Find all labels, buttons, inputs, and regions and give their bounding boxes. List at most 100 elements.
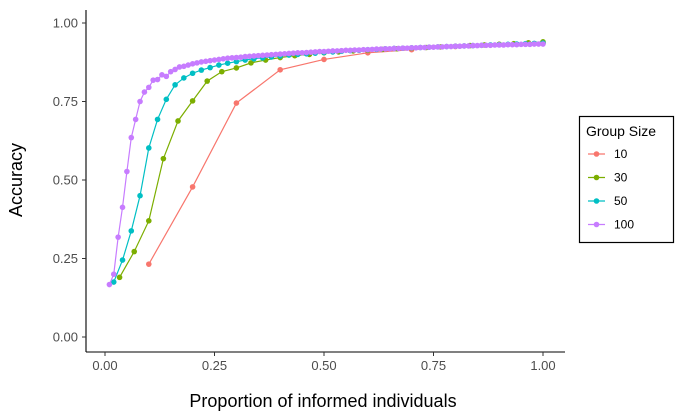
data-point-100 <box>124 168 130 175</box>
data-point-100 <box>338 47 345 54</box>
data-point-100 <box>378 46 384 52</box>
data-point-100 <box>216 56 222 63</box>
data-point-50 <box>189 70 196 77</box>
legend-label: 50 <box>614 194 628 208</box>
data-point-50 <box>119 257 126 263</box>
data-point-100 <box>308 49 314 56</box>
x-tick-label: 0.25 <box>202 358 227 373</box>
legend-key-point <box>593 151 600 157</box>
data-point-100 <box>132 116 139 123</box>
data-point-100 <box>286 50 292 57</box>
data-point-30 <box>219 68 225 75</box>
data-point-100 <box>426 44 432 50</box>
data-point-100 <box>224 55 231 61</box>
data-point-100 <box>329 48 336 54</box>
data-point-10 <box>277 66 284 73</box>
data-point-100 <box>513 41 520 48</box>
data-point-100 <box>259 52 266 59</box>
data-point-30 <box>189 98 196 104</box>
series-50 <box>110 40 546 285</box>
data-point-100 <box>281 50 288 57</box>
x-tick-label: 0.50 <box>311 358 336 373</box>
data-point-100 <box>404 45 411 51</box>
data-point-50 <box>146 145 152 151</box>
data-point-10 <box>321 56 327 63</box>
data-point-10 <box>146 261 152 267</box>
data-point-100 <box>211 57 218 63</box>
data-point-30 <box>116 274 123 281</box>
data-point-100 <box>141 89 148 95</box>
data-point-30 <box>233 65 240 71</box>
data-point-100 <box>146 84 152 91</box>
data-point-100 <box>500 42 507 48</box>
y-tick-label: 0.25 <box>53 251 78 266</box>
data-point-100 <box>360 46 367 53</box>
data-point-100 <box>334 48 340 54</box>
data-point-100 <box>207 57 213 64</box>
legend-item-30: 30 <box>588 171 628 185</box>
series-layer <box>106 39 546 288</box>
data-point-100 <box>312 49 319 55</box>
data-point-100 <box>395 45 402 52</box>
data-point-100 <box>343 47 349 54</box>
data-point-100 <box>316 48 323 55</box>
data-point-100 <box>527 41 533 48</box>
legend-item-100: 100 <box>588 218 634 232</box>
data-point-50 <box>110 279 117 285</box>
data-point-100 <box>277 51 284 57</box>
legend-item-10: 10 <box>588 147 628 161</box>
series-30 <box>116 39 546 281</box>
series-line-50 <box>113 42 544 283</box>
data-point-100 <box>325 48 332 55</box>
data-point-100 <box>194 60 200 66</box>
y-tick-label: 0.50 <box>53 173 78 188</box>
data-point-100 <box>509 41 516 48</box>
legend-label: 100 <box>614 218 634 232</box>
legend-key-point <box>593 198 600 204</box>
data-point-100 <box>351 47 358 53</box>
data-point-100 <box>470 42 476 49</box>
data-point-100 <box>483 42 489 49</box>
data-point-100 <box>198 59 205 65</box>
data-point-100 <box>478 42 485 49</box>
y-tick-label: 0.75 <box>53 94 78 109</box>
data-point-50 <box>216 62 222 68</box>
data-point-30 <box>248 60 254 66</box>
data-point-100 <box>391 45 397 52</box>
data-point-100 <box>246 53 253 60</box>
series-10 <box>146 39 546 267</box>
data-point-100 <box>220 55 227 62</box>
data-point-100 <box>202 58 209 65</box>
data-point-100 <box>128 134 135 141</box>
data-point-100 <box>430 44 437 50</box>
series-line-100 <box>108 43 543 285</box>
data-point-100 <box>110 271 117 278</box>
data-point-100 <box>264 52 270 58</box>
axes: 0.00 0.25 0.50 0.75 1.00 0.00 0.25 0.50 0.75 1.00 <box>53 10 565 373</box>
data-point-100 <box>540 41 546 47</box>
legend-items: 10 30 50 100 <box>588 147 634 232</box>
y-tick-label: 0.00 <box>53 330 78 345</box>
data-point-100 <box>150 77 156 83</box>
legend-key-point <box>593 221 600 228</box>
data-point-100 <box>531 41 538 47</box>
data-point-100 <box>154 76 161 83</box>
data-point-100 <box>522 41 529 48</box>
x-tick-label: 0.75 <box>421 358 446 373</box>
data-point-50 <box>181 75 187 81</box>
data-point-100 <box>487 42 494 49</box>
data-point-10 <box>189 184 196 190</box>
legend-title: Group Size <box>586 123 656 139</box>
x-tick-label: 0.00 <box>92 358 117 373</box>
data-point-50 <box>207 64 213 71</box>
legend-label: 10 <box>614 147 628 161</box>
data-point-50 <box>137 192 143 199</box>
data-point-100 <box>461 43 467 49</box>
data-point-100 <box>321 48 327 55</box>
data-point-100 <box>163 73 170 80</box>
x-axis-title: Proportion of informed individuals <box>189 391 456 411</box>
data-point-100 <box>369 46 375 53</box>
data-point-100 <box>400 45 406 51</box>
data-point-100 <box>159 72 165 78</box>
